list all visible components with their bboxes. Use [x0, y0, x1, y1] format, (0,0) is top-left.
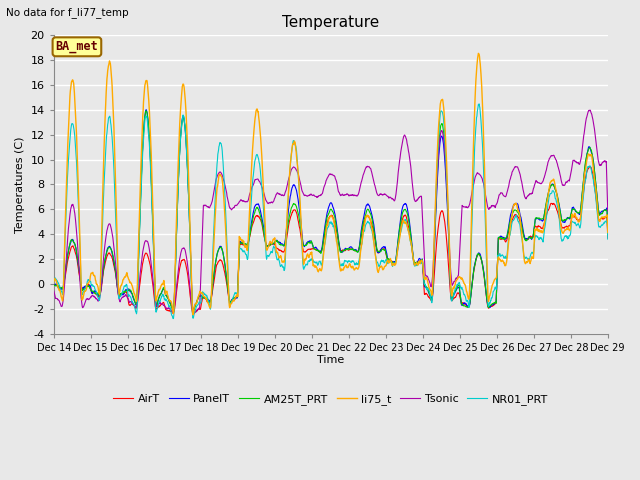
AirT — [93, 292, 100, 298]
Tsonic — [604, 208, 612, 214]
PanelT — [142, 107, 150, 113]
AirT — [307, 246, 314, 252]
AM25T_PRT — [366, 210, 374, 216]
NR01_PRT — [604, 236, 612, 242]
X-axis label: Time: Time — [317, 355, 344, 365]
Line: li75_t: li75_t — [54, 53, 608, 315]
PanelT — [189, 309, 197, 314]
Line: PanelT: PanelT — [54, 110, 608, 312]
AM25T_PRT — [115, 292, 123, 298]
Tsonic — [307, 192, 314, 197]
li75_t — [285, 179, 293, 184]
Line: AM25T_PRT: AM25T_PRT — [54, 111, 608, 312]
li75_t — [93, 281, 100, 287]
PanelT — [307, 238, 315, 244]
li75_t — [365, 215, 373, 221]
NR01_PRT — [307, 257, 314, 263]
Tsonic — [50, 288, 58, 294]
PanelT — [297, 220, 305, 226]
Tsonic — [115, 297, 123, 302]
li75_t — [115, 291, 123, 297]
AM25T_PRT — [142, 108, 150, 114]
Tsonic — [297, 181, 305, 187]
NR01_PRT — [476, 101, 483, 107]
Tsonic — [190, 311, 198, 317]
PanelT — [285, 199, 293, 204]
AirT — [604, 235, 612, 241]
AM25T_PRT — [50, 281, 58, 287]
AM25T_PRT — [307, 239, 315, 244]
PanelT — [93, 290, 100, 296]
Line: Tsonic: Tsonic — [54, 110, 608, 314]
AM25T_PRT — [93, 290, 100, 296]
PanelT — [115, 291, 123, 297]
li75_t — [297, 209, 305, 215]
li75_t — [604, 229, 612, 235]
PanelT — [366, 204, 374, 210]
AirT — [297, 231, 305, 237]
Tsonic — [285, 175, 293, 180]
Line: AirT: AirT — [54, 167, 608, 314]
PanelT — [50, 282, 58, 288]
NR01_PRT — [93, 289, 100, 295]
Text: No data for f_li77_temp: No data for f_li77_temp — [6, 7, 129, 18]
PanelT — [604, 230, 612, 236]
AirT — [115, 294, 123, 300]
NR01_PRT — [365, 220, 373, 226]
li75_t — [307, 250, 314, 255]
AM25T_PRT — [604, 232, 612, 238]
Legend: AirT, PanelT, AM25T_PRT, li75_t, Tsonic, NR01_PRT: AirT, PanelT, AM25T_PRT, li75_t, Tsonic,… — [109, 390, 552, 409]
li75_t — [189, 312, 197, 318]
NR01_PRT — [169, 316, 177, 322]
NR01_PRT — [50, 279, 58, 285]
Text: BA_met: BA_met — [56, 40, 99, 53]
AirT — [285, 220, 293, 226]
NR01_PRT — [285, 179, 293, 185]
NR01_PRT — [115, 296, 123, 301]
NR01_PRT — [297, 213, 305, 218]
Tsonic — [365, 164, 373, 170]
AirT — [365, 215, 373, 221]
AM25T_PRT — [297, 228, 305, 233]
AM25T_PRT — [189, 309, 197, 315]
Y-axis label: Temperatures (C): Temperatures (C) — [15, 136, 25, 233]
AirT — [50, 282, 58, 288]
Title: Temperature: Temperature — [282, 15, 380, 30]
li75_t — [474, 50, 482, 56]
Tsonic — [93, 296, 100, 301]
AirT — [189, 311, 197, 317]
AM25T_PRT — [285, 213, 293, 218]
li75_t — [50, 279, 58, 285]
Tsonic — [586, 107, 594, 113]
AirT — [586, 164, 594, 169]
Line: NR01_PRT: NR01_PRT — [54, 104, 608, 319]
